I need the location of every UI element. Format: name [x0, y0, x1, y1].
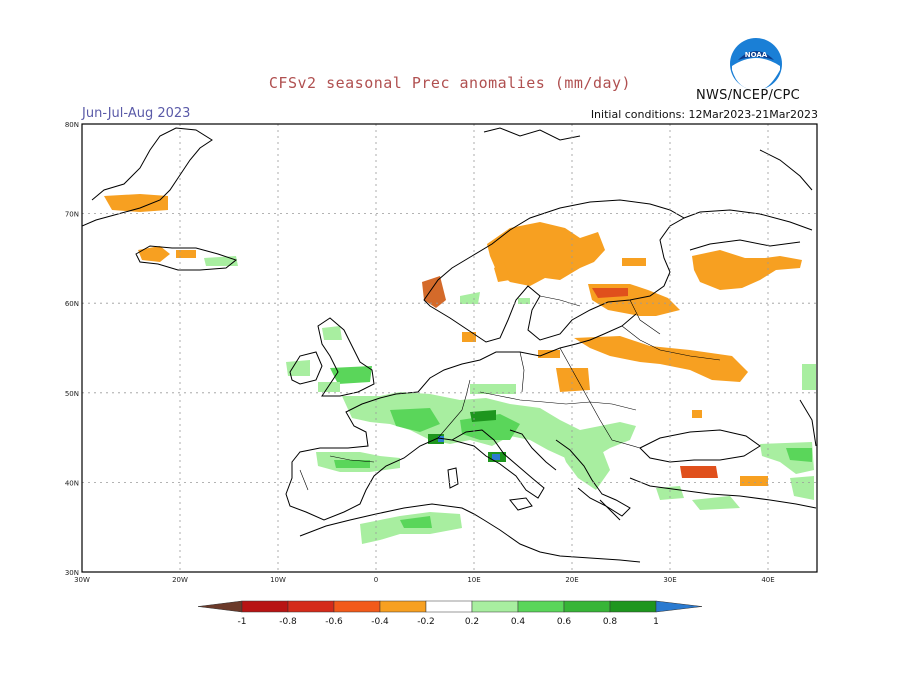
anomaly-patch — [470, 410, 496, 422]
colorbar-swatch — [287, 600, 335, 613]
colorbar-label: -0.6 — [325, 617, 343, 627]
initial-conditions: Initial conditions: 12Mar2023-21Mar2023 — [590, 108, 818, 121]
colorbar-swatch — [517, 600, 565, 613]
anomaly-patch-russia-north — [692, 250, 802, 290]
map-frame — [81, 123, 818, 573]
colorbar-swatch — [609, 600, 657, 613]
anomaly-patch — [390, 408, 440, 432]
anomaly-patch — [322, 326, 342, 340]
colorbar-label: 1 — [653, 617, 659, 627]
anomaly-patch — [494, 262, 510, 282]
longitude-label: 30E — [663, 576, 676, 584]
map-title: CFSv2 seasonal Prec anomalies (mm/day) — [268, 74, 632, 92]
latitude-label: 60N — [65, 300, 79, 308]
noaa-logo: NOAA — [728, 36, 784, 92]
anomaly-patch-greenland — [104, 194, 168, 212]
anomaly-patch — [492, 454, 500, 460]
anomaly-patch — [692, 410, 702, 418]
longitude-label: 20W — [172, 576, 188, 584]
colorbar-label: -1 — [238, 617, 247, 627]
anomaly-patch-britain — [330, 366, 372, 384]
anomaly-patch-norway-coast — [422, 276, 446, 308]
latitude-label: 50N — [65, 390, 79, 398]
longitude-labels: 30W 20W 10W 0 10E 20E 30E 40E — [74, 576, 775, 584]
longitude-label: 10E — [467, 576, 480, 584]
map-background — [82, 124, 817, 572]
colorbar: -1 -0.8 -0.6 -0.4 -0.2 0.2 0.4 0.6 0.8 1 — [197, 600, 703, 627]
anomaly-patch — [470, 384, 516, 394]
anomaly-patch — [538, 350, 560, 358]
anomaly-patch — [204, 256, 238, 266]
colorbar-arrow-low — [197, 600, 243, 613]
anomaly-patch-finland-strong — [592, 288, 628, 298]
anomaly-patch — [556, 368, 590, 392]
anomaly-patch — [740, 476, 768, 486]
colorbar-swatch — [425, 600, 473, 613]
longitude-label: 40E — [761, 576, 774, 584]
latitude-labels: 80N 70N 60N 50N 40N 30N — [65, 121, 79, 577]
coastlines — [82, 127, 817, 563]
anomaly-patch — [786, 448, 812, 462]
colorbar-swatch — [379, 600, 427, 613]
anomaly-patch — [802, 364, 816, 390]
colorbar-label: -0.8 — [279, 617, 297, 627]
colorbar-swatch — [333, 600, 381, 613]
colorbar-label: 0.4 — [511, 617, 526, 627]
colorbar-label: 0.2 — [465, 617, 479, 627]
anomaly-patch-ireland — [286, 360, 310, 376]
colorbar-label: 0.8 — [603, 617, 618, 627]
logo-lettering: NOAA — [745, 51, 768, 59]
anomaly-patch — [334, 460, 370, 468]
longitude-label: 20E — [565, 576, 578, 584]
anomaly-patch — [462, 332, 476, 342]
latitude-label: 80N — [65, 121, 79, 129]
colorbar-swatch — [471, 600, 519, 613]
anomaly-patch — [622, 258, 646, 266]
colorbar-label: -0.2 — [417, 617, 435, 627]
colorbar-label: -0.4 — [371, 617, 389, 627]
forecast-period: Jun-Jul-Aug 2023 — [82, 106, 191, 121]
anomaly-patch — [176, 250, 196, 258]
longitude-label: 10W — [270, 576, 286, 584]
anomaly-patch — [692, 496, 740, 510]
latitude-label: 30N — [65, 569, 79, 577]
anomaly-patch-iceland — [138, 246, 170, 262]
latitude-label: 70N — [65, 211, 79, 219]
anomaly-patch — [460, 292, 480, 304]
anomaly-patch — [318, 382, 340, 392]
colorbar-swatch — [241, 600, 289, 613]
graticule — [82, 124, 817, 572]
latitude-label: 40N — [65, 479, 79, 487]
anomaly-patch-scandinavia — [487, 222, 605, 286]
longitude-label: 30W — [74, 576, 90, 584]
anomaly-patch — [438, 436, 444, 442]
agency-label: NWS/NCEP/CPC — [696, 88, 801, 103]
anomaly-patch-eastern-europe — [574, 336, 748, 382]
colorbar-arrow-high — [655, 600, 703, 613]
longitude-label: 0 — [374, 576, 378, 584]
anomaly-patch — [518, 298, 530, 304]
anomaly-patch — [400, 516, 432, 528]
anomaly-patch-turkey — [680, 466, 718, 478]
colorbar-label: 0.6 — [557, 617, 572, 627]
colorbar-swatch — [563, 600, 611, 613]
